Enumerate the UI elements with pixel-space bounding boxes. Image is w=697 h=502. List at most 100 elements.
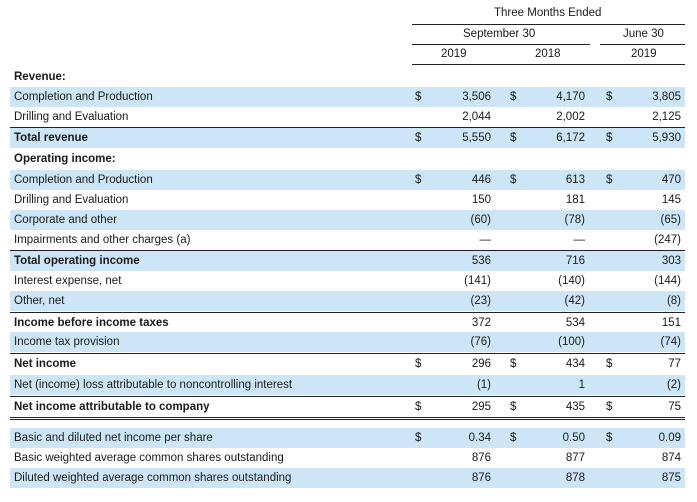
header-rule-top — [412, 24, 685, 25]
row-label: Income before income taxes — [14, 317, 169, 329]
table-row: Completion and Production $3,506 $4,170 $3,… — [10, 87, 685, 107]
table-row: Basic weighted average common shares out… — [10, 448, 685, 468]
value-cell-col-1: 876 — [471, 452, 491, 464]
table-row: Other, net (23) (42) (8) — [10, 291, 685, 311]
year-header-3: 2019 — [631, 48, 657, 60]
currency-symbol: $ — [415, 358, 422, 370]
row-label: Total operating income — [14, 255, 140, 267]
value-cell-col-2: 716 — [565, 255, 585, 267]
value-cell-col-3: 875 — [661, 472, 681, 484]
total-row: Total revenue $5,550 $6,172 $5,930 — [10, 127, 685, 148]
row-label: Diluted weighted average common shares o… — [14, 472, 292, 484]
section-header-row: Revenue: — [10, 67, 685, 87]
value-cell-col-1: 446 — [471, 174, 491, 186]
row-label: Other, net — [14, 295, 65, 307]
value-cell-col-2: 434 — [565, 358, 585, 370]
table-row: Net (income) loss attributable to noncon… — [10, 375, 685, 395]
value-cell-col-2: 613 — [565, 174, 585, 186]
value-cell-col-2: 534 — [565, 317, 585, 329]
value-cell-col-2: (100) — [558, 336, 585, 348]
row-label: Completion and Production — [14, 174, 153, 186]
currency-symbol: $ — [606, 401, 613, 413]
total-row: Total operating income 536 716 303 — [10, 250, 685, 271]
value-cell-col-3: (247) — [654, 234, 681, 246]
table-row: Drilling and Evaluation 2,044 2,002 2,125 — [10, 107, 685, 127]
currency-symbol: $ — [510, 174, 517, 186]
row-label: Revenue: — [14, 71, 66, 83]
value-cell-col-1: 150 — [471, 194, 491, 206]
row-label: Basic weighted average common shares out… — [14, 452, 284, 464]
total-row: Net income $296 $434 $77 — [10, 353, 685, 374]
header-rule-bottom — [412, 64, 685, 65]
currency-symbol: $ — [606, 432, 613, 444]
table-row: Completion and Production $446 $613 $470 — [10, 170, 685, 190]
value-cell-col-2: 435 — [565, 401, 585, 413]
table-row: Drilling and Evaluation 150 181 145 — [10, 190, 685, 210]
value-cell-col-2: 181 — [565, 194, 585, 206]
value-cell-col-2: 4,170 — [556, 91, 585, 103]
value-cell-col-3: 470 — [661, 174, 681, 186]
value-cell-col-1: 0.34 — [468, 432, 491, 444]
row-label: Corporate and other — [14, 214, 117, 226]
value-cell-col-3: 75 — [668, 401, 681, 413]
currency-symbol: $ — [510, 401, 517, 413]
section-header-row: Operating income: — [10, 149, 685, 169]
table-row: Corporate and other (60) (78) (65) — [10, 210, 685, 230]
row-label: Net income — [14, 358, 76, 370]
year-header-1: 2019 — [441, 48, 467, 60]
value-cell-col-3: 874 — [661, 452, 681, 464]
currency-symbol: $ — [510, 132, 517, 144]
value-cell-col-1: (76) — [470, 336, 491, 348]
currency-symbol: $ — [510, 358, 517, 370]
value-cell-col-1: — — [479, 234, 492, 246]
year-header-2: 2018 — [535, 48, 561, 60]
total-row: Net income attributable to company $295 $4… — [10, 396, 685, 420]
table-row: Interest expense, net (141) (140) (144) — [10, 271, 685, 291]
value-cell-col-2: 6,172 — [556, 132, 585, 144]
currency-symbol: $ — [415, 132, 422, 144]
value-cell-col-3: 151 — [661, 317, 681, 329]
row-label: Interest expense, net — [14, 275, 122, 287]
value-cell-col-1: 296 — [471, 358, 491, 370]
currency-symbol: $ — [510, 91, 517, 103]
value-cell-col-1: (141) — [464, 275, 491, 287]
period-title: Three Months Ended — [494, 7, 602, 19]
value-cell-col-1: 5,550 — [462, 132, 491, 144]
row-label: Operating income: — [14, 153, 116, 165]
table-row: Diluted weighted average common shares o… — [10, 468, 685, 488]
group-rule-september — [412, 44, 590, 45]
value-cell-col-3: (65) — [660, 214, 681, 226]
value-cell-col-3: 303 — [661, 255, 681, 267]
value-cell-col-1: 536 — [471, 255, 491, 267]
value-cell-col-3: 5,930 — [652, 132, 681, 144]
value-cell-col-3: 2,125 — [652, 111, 681, 123]
table-row: Impairments and other charges (a) — — (247) — [10, 230, 685, 250]
value-cell-col-2: 2,002 — [556, 111, 585, 123]
currency-symbol: $ — [606, 91, 613, 103]
value-cell-col-1: 876 — [471, 472, 491, 484]
value-cell-col-3: (8) — [666, 295, 681, 307]
value-cell-col-1: 372 — [471, 317, 491, 329]
row-label: Drilling and Evaluation — [14, 111, 129, 123]
value-cell-col-1: (60) — [470, 214, 491, 226]
row-label: Completion and Production — [14, 91, 153, 103]
row-label: Income tax provision — [14, 336, 120, 348]
value-cell-col-3: (2) — [666, 379, 681, 391]
value-cell-col-1: (1) — [476, 379, 491, 391]
row-label: Net (income) loss attributable to noncon… — [14, 379, 293, 391]
table-row: Income tax provision (76) (100) (74) — [10, 332, 685, 352]
row-label: Net income attributable to company — [14, 401, 210, 413]
group-header-september: September 30 — [463, 28, 536, 40]
value-cell-col-3: 3,805 — [652, 91, 681, 103]
group-rule-june — [600, 44, 685, 45]
value-cell-col-1: 295 — [471, 401, 491, 413]
value-cell-col-2: 878 — [565, 472, 585, 484]
value-cell-col-2: 1 — [578, 379, 585, 391]
currency-symbol: $ — [415, 174, 422, 186]
row-label: Impairments and other charges (a) — [14, 234, 191, 246]
value-cell-col-2: (78) — [564, 214, 585, 226]
currency-symbol: $ — [415, 91, 422, 103]
currency-symbol: $ — [510, 432, 517, 444]
currency-symbol: $ — [606, 174, 613, 186]
value-cell-col-2: 0.50 — [562, 432, 585, 444]
